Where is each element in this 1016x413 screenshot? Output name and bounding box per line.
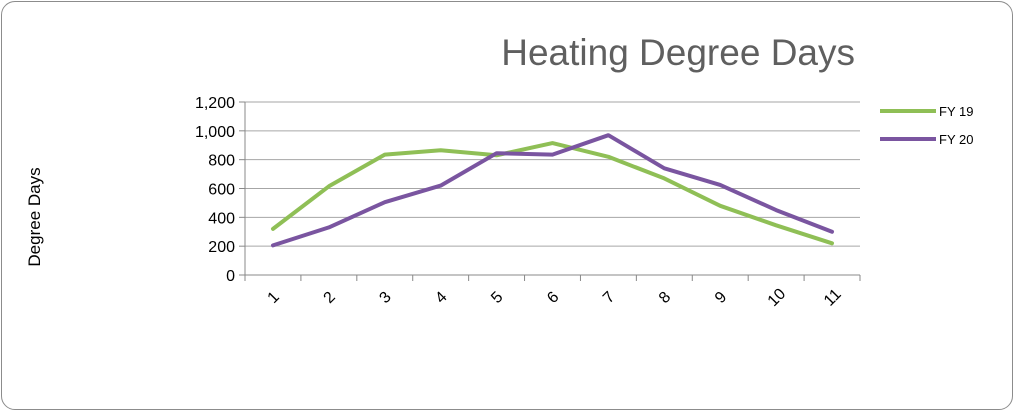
x-tick-label: 11 (821, 286, 845, 310)
legend: FY 19 FY 20 (880, 104, 973, 147)
series-line (271, 133, 834, 248)
x-tick-label: 7 (600, 289, 618, 307)
y-tick-label: 1,200 (195, 95, 235, 112)
y-tick-label: 800 (208, 153, 235, 170)
y-tick-label: 200 (208, 239, 235, 256)
x-tick-label: 8 (656, 289, 674, 307)
chart-title: Heating Degree Days (501, 32, 855, 73)
y-tick-label: 0 (226, 268, 235, 285)
x-tick-label: 6 (544, 289, 562, 307)
x-tick-label: 3 (376, 289, 394, 307)
x-tick-label: 1 (265, 289, 283, 307)
axes (239, 101, 861, 281)
x-tick-label: 4 (432, 289, 450, 307)
x-tick-labels: 1 2 3 4 5 6 7 8 9 10 11 (265, 285, 845, 310)
legend-label: FY 20 (939, 132, 973, 147)
x-tick-label: 10 (765, 285, 790, 310)
x-tick-label: 9 (712, 289, 730, 307)
y-tick-labels: 0 200 400 600 800 1,000 1,200 (195, 95, 235, 285)
y-tick-label: 1,000 (195, 124, 235, 141)
y-tick-label: 600 (208, 182, 235, 199)
x-tick-label: 2 (321, 289, 339, 307)
y-tick-label: 400 (208, 210, 235, 227)
y-axis-label: Degree Days (25, 167, 44, 266)
legend-label: FY 19 (939, 104, 973, 119)
series-lines (271, 133, 834, 248)
series-line (271, 141, 834, 246)
x-tick-label: 5 (488, 289, 506, 307)
